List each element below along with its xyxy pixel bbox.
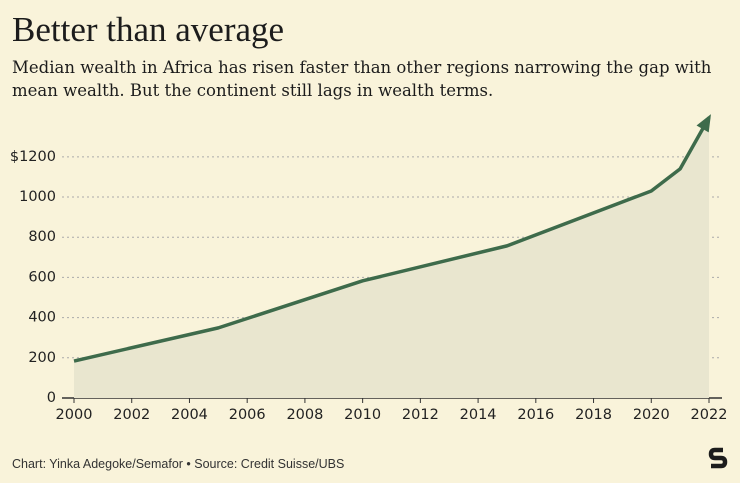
x-tick-label: 2008 <box>286 407 323 423</box>
arrow-head <box>696 114 711 133</box>
x-tick-label: 2004 <box>171 407 208 423</box>
chart-subtitle: Median wealth in Africa has risen faster… <box>12 58 712 100</box>
y-tick-label: 1000 <box>19 189 56 205</box>
x-tick-label: 2006 <box>229 407 266 423</box>
y-tick-label: 0 <box>47 390 56 406</box>
y-tick-label: 800 <box>28 229 56 245</box>
y-tick-label: $1200 <box>10 149 56 165</box>
x-tick-label: 2022 <box>691 407 728 423</box>
y-tick-label: 200 <box>28 350 56 366</box>
x-tick-label: 2002 <box>113 407 150 423</box>
logo-mark <box>708 447 728 469</box>
logo <box>708 447 728 469</box>
x-tick-label: 2016 <box>517 407 554 423</box>
x-tick-label: 2014 <box>460 407 497 423</box>
area <box>74 117 709 399</box>
line <box>73 116 711 363</box>
x-tick-label: 2010 <box>344 407 381 423</box>
x-tick-label: 2020 <box>633 407 670 423</box>
chart-title: Better than average <box>12 10 285 49</box>
x-tick-label: 2000 <box>56 407 93 423</box>
y-tick-label: 600 <box>28 269 56 285</box>
x-tick-label: 2018 <box>575 407 612 423</box>
y-tick-label: 400 <box>28 310 56 326</box>
x-tick-label: 2012 <box>402 407 439 423</box>
source-note: Chart: Yinka Adegoke/Semafor • Source: C… <box>12 457 345 471</box>
